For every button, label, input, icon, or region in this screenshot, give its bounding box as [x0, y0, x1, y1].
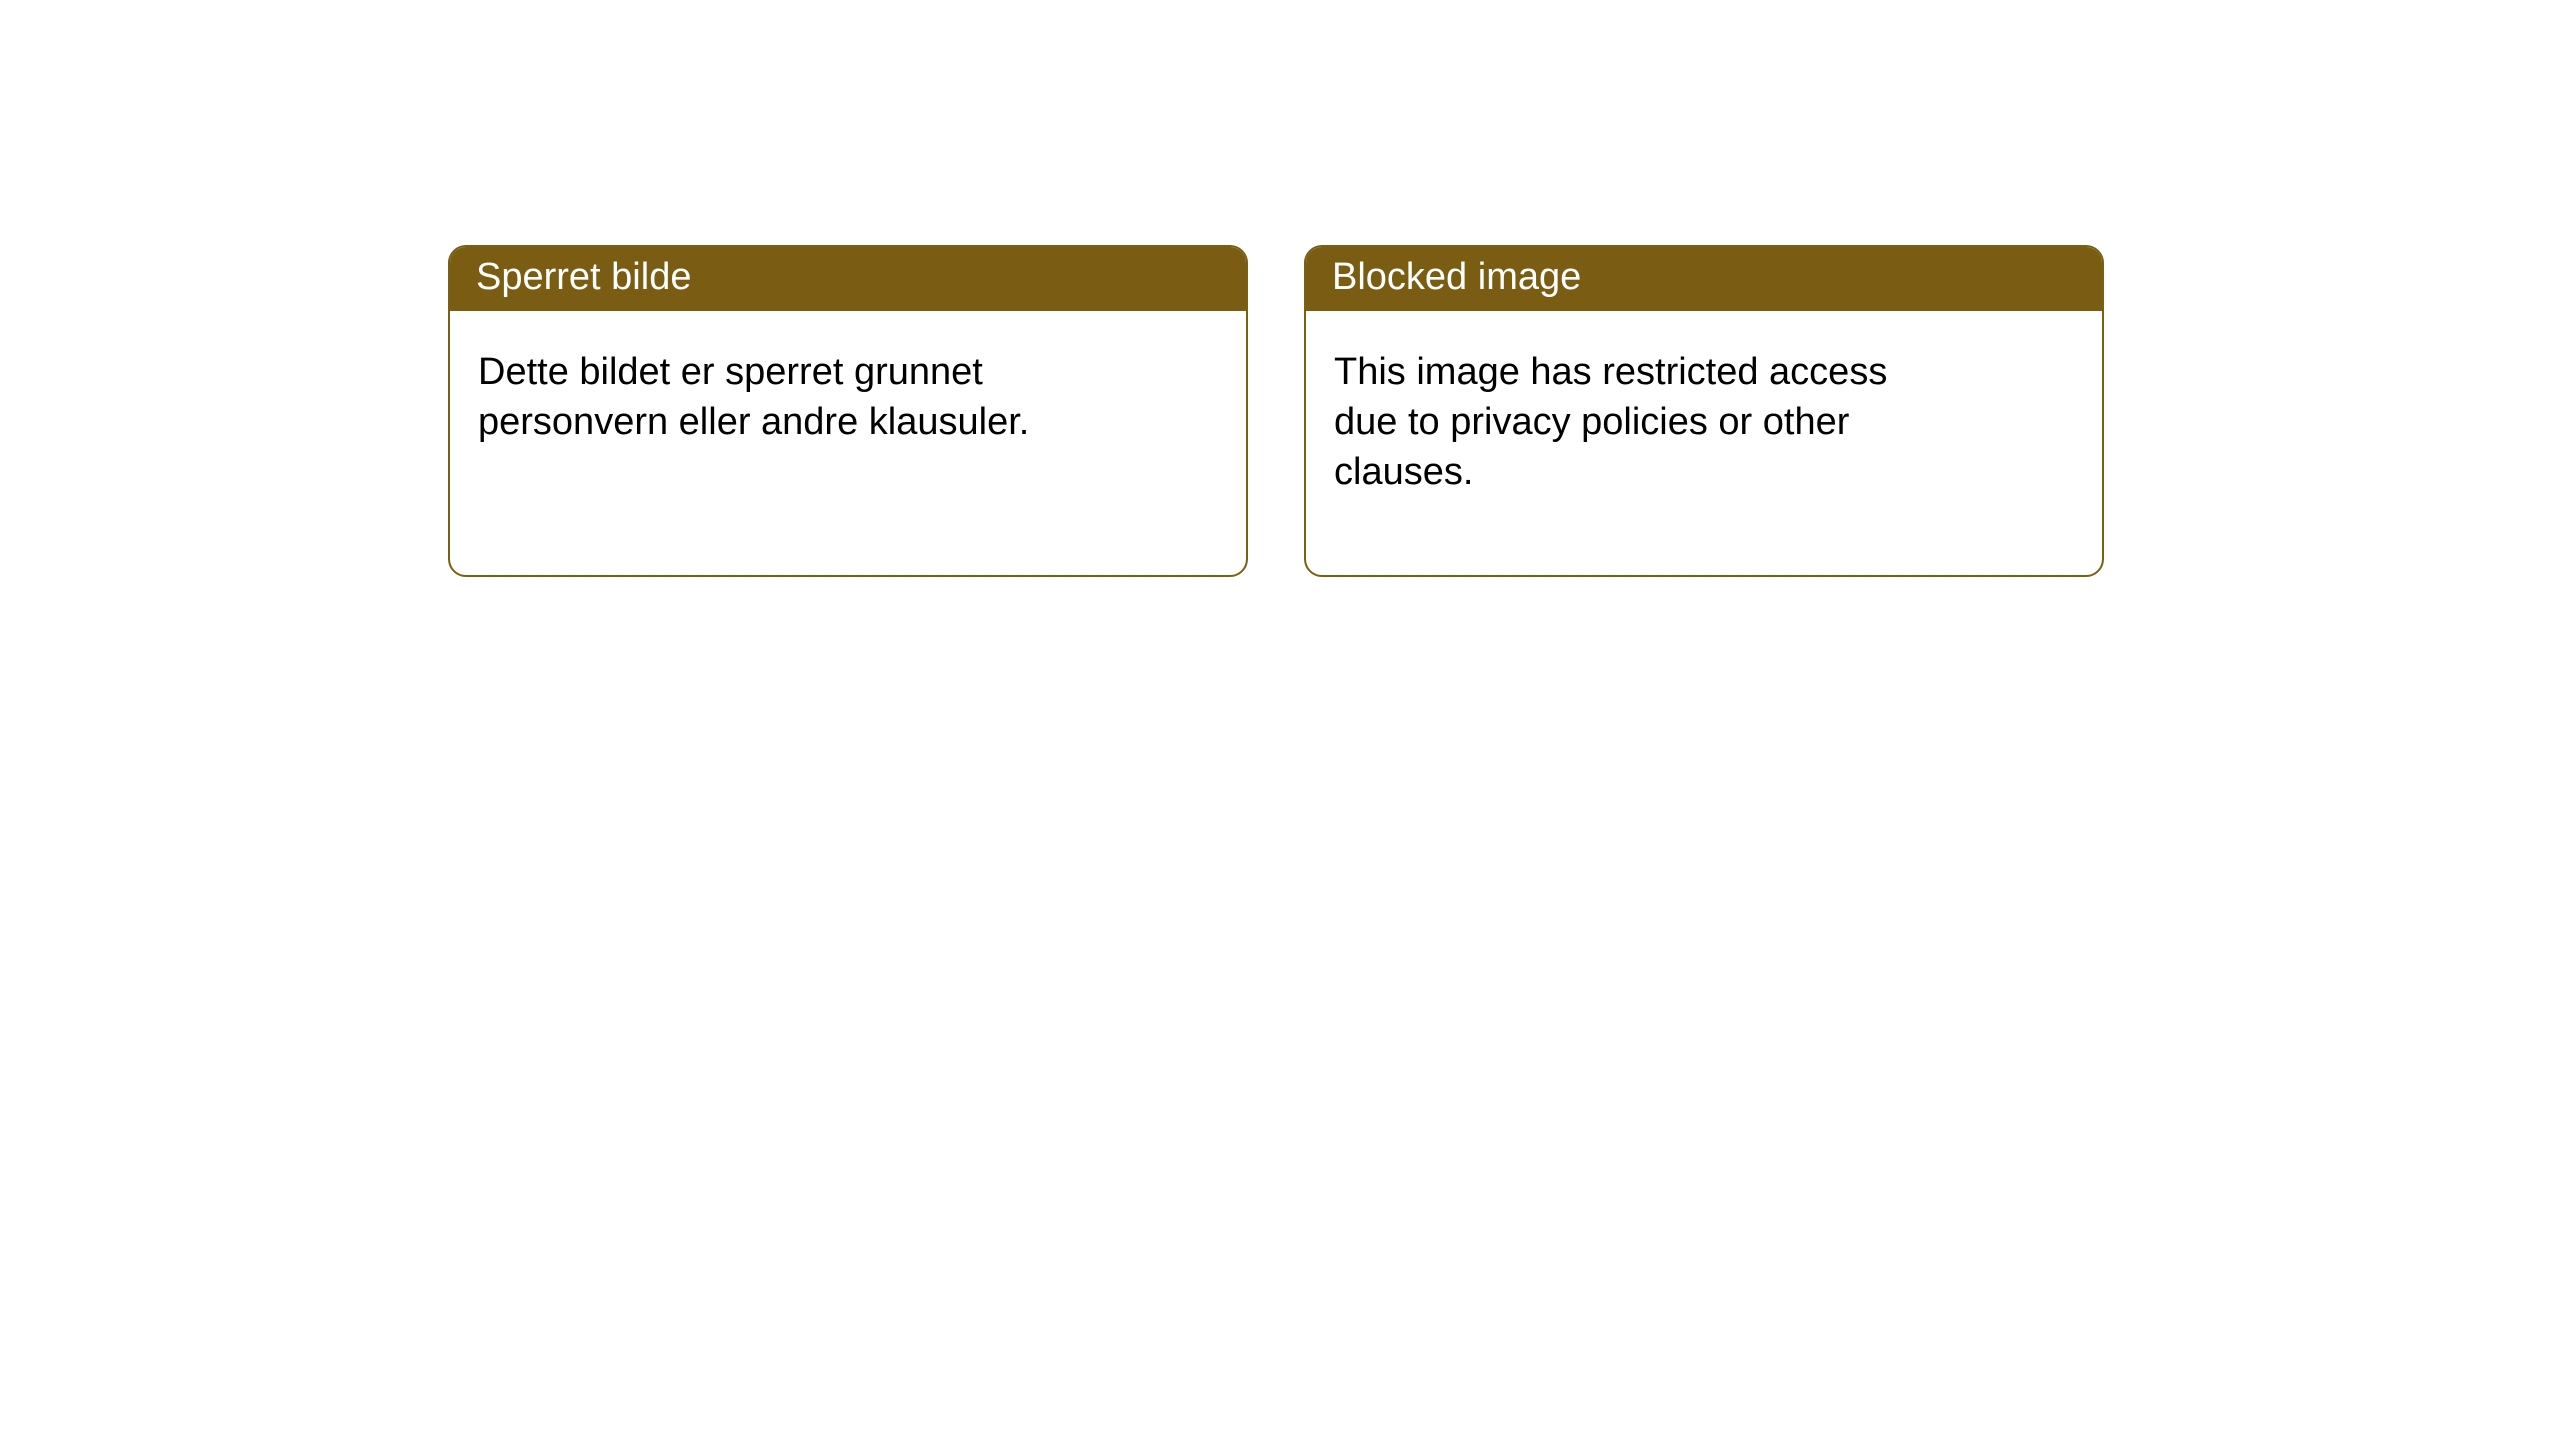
notice-body-norwegian: Dette bildet er sperret grunnet personve…: [450, 311, 1120, 483]
notice-container: Sperret bilde Dette bildet er sperret gr…: [0, 0, 2560, 577]
notice-header-norwegian: Sperret bilde: [450, 247, 1246, 311]
notice-header-english: Blocked image: [1306, 247, 2102, 311]
notice-card-english: Blocked image This image has restricted …: [1304, 245, 2104, 577]
notice-body-english: This image has restricted access due to …: [1306, 311, 1976, 533]
notice-card-norwegian: Sperret bilde Dette bildet er sperret gr…: [448, 245, 1248, 577]
